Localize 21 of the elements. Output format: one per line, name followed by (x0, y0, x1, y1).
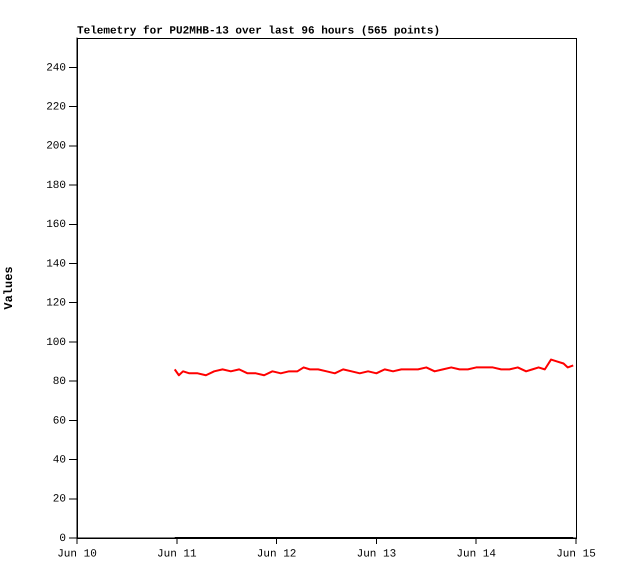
x-tick-label: Jun 11 (156, 548, 197, 561)
x-tick-label: Jun 13 (356, 548, 396, 561)
y-tick-label: 220 (46, 102, 66, 114)
x-tick-label: Jun 15 (556, 548, 596, 561)
y-tick-label: 20 (52, 494, 66, 506)
x-tick-label: Jun 12 (256, 548, 296, 561)
chart-title: Telemetry for PU2MHB-13 over last 96 hours (565 points) (77, 24, 440, 38)
x-tick-label: Jun 10 (57, 548, 97, 561)
y-tick-label: 0 (59, 532, 66, 545)
y-tick-label: 100 (46, 336, 66, 349)
y-tick-label: 200 (46, 140, 66, 153)
x-tick-label: Jun 14 (456, 548, 496, 561)
y-tick-label: 60 (52, 415, 66, 428)
y-tick-label: 140 (46, 258, 66, 270)
y-tick-label: 120 (46, 298, 66, 310)
y-tick-label: 160 (46, 219, 66, 232)
y-tick-label: 40 (52, 454, 66, 466)
y-tick-label: 240 (46, 62, 66, 74)
y-tick-label: 80 (52, 376, 66, 388)
y-axis-title: Values (2, 266, 16, 310)
y-tick-label: 180 (46, 180, 66, 192)
